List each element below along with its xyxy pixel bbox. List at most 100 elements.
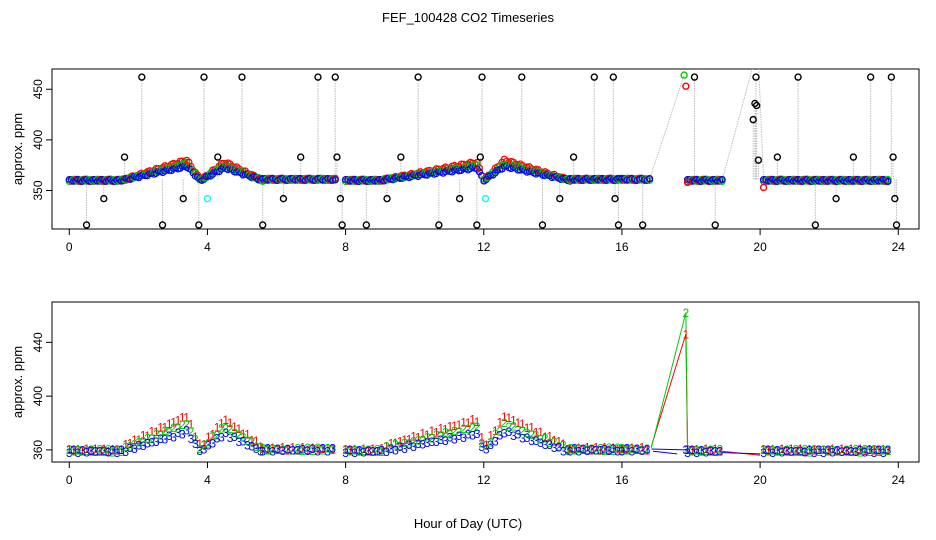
bottom-digit-marker-3: 3 (451, 433, 458, 447)
bottom-digit-marker-2: 2 (619, 444, 626, 458)
bottom-digit-marker-3: 3 (478, 440, 485, 454)
bottom-digit-marker-1: 1 (629, 441, 636, 455)
top-spike-point (773, 153, 782, 161)
bottom-digit-marker-3: 3 (533, 434, 540, 448)
bottom-digit-marker-2: 2 (227, 422, 234, 436)
top-x-tick-label: 12 (477, 240, 491, 254)
bottom-digit-marker-3: 3 (684, 446, 691, 460)
top-point-red (475, 164, 484, 172)
bottom-digit-marker-2: 2 (524, 426, 531, 440)
bottom-digit-marker-1: 1 (135, 433, 142, 447)
bottom-digit-marker-2: 2 (474, 420, 481, 434)
bottom-digit-marker-1: 1 (304, 443, 311, 457)
top-gap-connector (721, 69, 753, 181)
bottom-digit-marker-1: 1 (157, 420, 164, 434)
bottom-digit-marker-2: 2 (593, 443, 600, 457)
bottom-digit-marker-1: 1 (319, 442, 326, 456)
bottom-digit-marker-1: 1 (515, 416, 522, 430)
bottom-digit-marker-1: 1 (885, 444, 892, 458)
bottom-peak-label-2: 2 (682, 306, 689, 320)
bottom-digit-marker-1: 1 (401, 433, 408, 447)
bottom-digit-marker-2: 2 (135, 436, 142, 450)
bottom-digit-marker-1: 1 (567, 442, 574, 456)
top-spike-point (397, 153, 405, 161)
bottom-digit-marker-3: 3 (610, 442, 617, 456)
bottom-digit-marker-1: 1 (410, 430, 417, 444)
bottom-digit-marker-3: 3 (829, 446, 836, 460)
bottom-digit-marker-2: 2 (456, 425, 463, 439)
bottom-digit-marker-2: 2 (614, 441, 621, 455)
bottom-digit-marker-2: 2 (438, 430, 445, 444)
bottom-digit-marker-3: 3 (264, 442, 271, 456)
bottom-digit-marker-2: 2 (388, 442, 395, 456)
bottom-digit-marker-1: 1 (797, 442, 804, 456)
bottom-digit-marker-1: 1 (183, 410, 190, 424)
bottom-digit-marker-1: 1 (253, 434, 260, 448)
bottom-digit-marker-3: 3 (406, 438, 413, 452)
bottom-digit-marker-3: 3 (299, 443, 306, 457)
bottom-digit-marker-2: 2 (684, 443, 691, 457)
bottom-digit-marker-3: 3 (634, 442, 641, 456)
bottom-digit-marker-3: 3 (546, 438, 553, 452)
bottom-digit-marker-3: 3 (606, 444, 613, 458)
top-point-blue (884, 177, 892, 186)
bottom-digit-marker-1: 1 (584, 441, 591, 455)
bottom-digit-marker-3: 3 (79, 443, 86, 457)
bottom-plot-area: 1231231231231231231231231231231231231231… (66, 306, 892, 460)
top-spike-point (120, 153, 129, 161)
bottom-digit-marker-1: 1 (496, 415, 503, 429)
bottom-digit-marker-3: 3 (857, 444, 864, 458)
bottom-y-tick-label: 400 (31, 386, 45, 406)
bottom-digit-marker-1: 1 (192, 430, 199, 444)
bottom-digit-marker-2: 2 (519, 424, 526, 438)
top-spike-point (279, 194, 288, 203)
bottom-digit-marker-1: 1 (299, 441, 306, 455)
bottom-digit-marker-3: 3 (442, 434, 449, 448)
bottom-digit-marker-1: 1 (716, 445, 723, 459)
top-point-green (718, 177, 726, 186)
bottom-peak-label-1: 1 (682, 327, 689, 341)
bottom-digit-marker-1: 1 (571, 442, 578, 456)
bottom-digit-marker-1: 1 (528, 421, 535, 435)
bottom-digit-marker-2: 2 (698, 444, 705, 458)
bottom-digit-marker-1: 1 (209, 427, 216, 441)
bottom-digit-marker-1: 1 (469, 412, 476, 426)
bottom-digit-marker-2: 2 (424, 431, 431, 445)
bottom-digit-marker-1: 1 (689, 444, 696, 458)
bottom-digit-marker-1: 1 (222, 413, 229, 427)
bottom-digit-marker-2: 2 (802, 442, 809, 456)
bottom-digit-marker-1: 1 (240, 427, 247, 441)
bottom-digit-marker-3: 3 (374, 445, 381, 459)
bottom-digit-marker-1: 1 (684, 443, 691, 457)
bottom-digit-marker-2: 2 (806, 445, 813, 459)
bottom-digit-marker-3: 3 (397, 440, 404, 454)
bottom-digit-marker-3: 3 (259, 445, 266, 459)
top-spike-point (297, 153, 305, 161)
bottom-digit-marker-3: 3 (166, 429, 173, 443)
bottom-digit-marker-2: 2 (319, 444, 326, 458)
top-spike-point (314, 73, 322, 81)
top-y-axis-label: approx. ppm (10, 113, 25, 185)
bottom-digit-marker-1: 1 (614, 442, 621, 456)
bottom-digit-marker-2: 2 (580, 443, 587, 457)
bottom-digit-marker-3: 3 (501, 426, 508, 440)
bottom-digit-marker-3: 3 (304, 444, 311, 458)
top-spike-point (82, 221, 91, 229)
bottom-digit-marker-2: 2 (565, 444, 572, 458)
bottom-digit-marker-2: 2 (555, 440, 562, 454)
top-spike-point (638, 221, 647, 229)
bottom-digit-marker-3: 3 (415, 437, 422, 451)
bottom-digit-marker-3: 3 (222, 426, 229, 440)
bottom-digit-marker-1: 1 (880, 443, 887, 457)
bottom-digit-marker-3: 3 (567, 445, 574, 459)
top-spike-point (200, 73, 208, 81)
bottom-digit-marker-3: 3 (329, 442, 336, 456)
bottom-digit-marker-3: 3 (149, 435, 156, 449)
bottom-digit-marker-3: 3 (619, 442, 626, 456)
bottom-digit-marker-2: 2 (248, 435, 255, 449)
bottom-digit-marker-1: 1 (205, 430, 212, 444)
bottom-digit-marker-2: 2 (231, 426, 238, 440)
bottom-digit-marker-2: 2 (66, 443, 73, 457)
bottom-digit-marker-3: 3 (309, 442, 316, 456)
